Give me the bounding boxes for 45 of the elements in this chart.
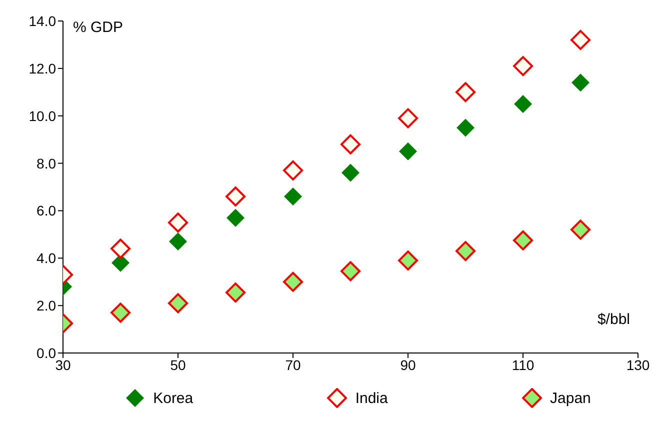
point bbox=[513, 230, 533, 250]
point bbox=[169, 232, 187, 251]
point bbox=[399, 142, 417, 160]
y-tick-label: 6.0 bbox=[36, 202, 56, 219]
legend-label: India bbox=[355, 390, 388, 406]
y-tick-label: 2.0 bbox=[36, 298, 56, 314]
point bbox=[572, 74, 590, 92]
point bbox=[283, 272, 303, 292]
point bbox=[570, 220, 590, 240]
point bbox=[284, 187, 302, 206]
point bbox=[456, 82, 476, 102]
point bbox=[226, 208, 244, 227]
y-tick-label: 14.0 bbox=[28, 12, 56, 29]
point bbox=[110, 302, 130, 323]
x-tick-label: 130 bbox=[626, 356, 650, 373]
x-tick-label: 30 bbox=[55, 356, 71, 373]
legend-label: Japan bbox=[550, 390, 591, 406]
point bbox=[168, 293, 188, 314]
y-tick-label: 12.0 bbox=[28, 60, 56, 76]
point bbox=[342, 164, 360, 182]
point bbox=[168, 212, 188, 233]
point bbox=[110, 238, 130, 259]
legend-label: Korea bbox=[153, 390, 194, 406]
point bbox=[456, 241, 476, 262]
point bbox=[226, 282, 246, 303]
x-tick-label: 70 bbox=[285, 356, 301, 373]
point bbox=[456, 118, 474, 137]
y-tick-label: 8.0 bbox=[36, 155, 56, 172]
y-tick-label: 4.0 bbox=[36, 250, 56, 266]
point bbox=[570, 30, 590, 50]
point bbox=[514, 95, 532, 113]
point bbox=[398, 108, 418, 128]
y-axis-title: % GDP bbox=[73, 19, 124, 36]
x-tick-label: 50 bbox=[170, 356, 186, 373]
point bbox=[340, 261, 360, 282]
point bbox=[513, 56, 533, 76]
point bbox=[340, 134, 360, 154]
y-tick-label: 10.0 bbox=[28, 108, 56, 124]
point bbox=[226, 186, 246, 206]
point bbox=[398, 250, 418, 271]
x-tick-label: 90 bbox=[400, 356, 416, 373]
y-tick-label: 0.0 bbox=[36, 344, 56, 361]
x-tick-label: 110 bbox=[512, 356, 534, 373]
point bbox=[283, 160, 303, 180]
x-axis-title: $/bbl bbox=[596, 311, 630, 328]
